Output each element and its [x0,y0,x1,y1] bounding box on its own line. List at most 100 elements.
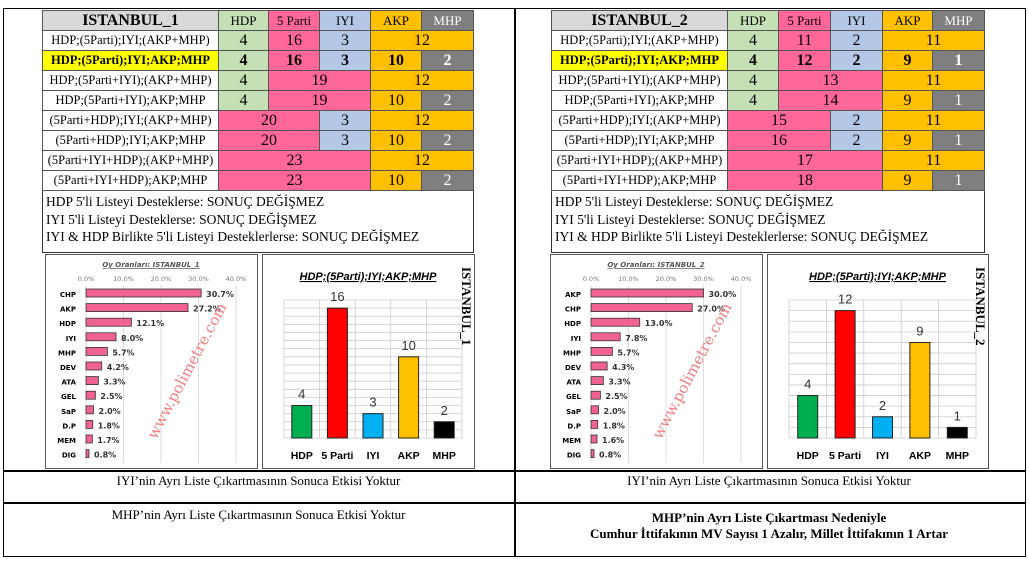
seat-count-cell: 23 [218,170,371,191]
column-header: MHP [932,10,985,31]
category-label: D.P [567,422,581,430]
category-label: AKP [565,291,581,299]
category-label: HDP [59,320,76,328]
tick-label: 30.0% [693,275,714,283]
scenario-label: (5Parti+HDP);IYI;(AKP+MHP) [551,110,728,131]
seat-count-cell: 1 [932,170,985,191]
bar [590,303,693,312]
seat-count-cell: 10 [370,90,422,111]
category-label: DEV [565,364,582,372]
column-header: HDP [727,10,779,31]
seat-count-cell: 2 [421,50,474,71]
seat-count-cell: 12 [778,50,831,71]
chart-title: Oy Oranları: ISTANBUL_1 [102,261,199,269]
data-label: 2 [441,403,448,418]
bar [85,303,189,312]
left-footer1-cell [3,470,516,504]
seat-count-cell: 10 [370,50,422,71]
bar [590,449,595,459]
table-row: HDP;(5Parti+IYI);AKP;MHP 4 19 10 2 [42,90,474,111]
footer-iyi: IYI’nin Ayrı Liste Çıkartmasının Sonuca … [627,473,911,488]
data-label: 10 [401,338,415,353]
note-line: IYI & HDP Birlikte 5'li Listeyi Destekle… [555,229,929,244]
data-label: 1.8% [603,421,625,430]
table-row: (5Parti+IYI+HDP);(AKP+MHP) 23 12 [42,150,474,171]
data-label: 4.3% [612,363,634,372]
data-label: 2.0% [99,407,121,416]
column-bar [834,310,856,439]
tick-label: 10.0% [113,275,134,283]
notes-box: HDP 5'li Listeyi Desteklerse: SONUÇ DEĞİ… [551,191,985,253]
column-bar [291,405,313,439]
seat-count-cell: 1 [932,90,985,111]
category-label: DIG [567,452,581,460]
note-line: IYI 5'li Listeyi Desteklerse: SONUÇ DEĞİ… [555,211,826,227]
column-header: AKP [882,10,933,31]
category-label: MEM [57,437,76,445]
scenario-label: HDP;(5Parti);IYI;(AKP+MHP) [551,30,728,51]
seat-count-cell: 4 [727,70,779,91]
tick-label: 0.0% [583,275,600,283]
category-label: D.P [62,422,76,430]
scenario-label: (5Parti+IYI+HDP);AKP;MHP [551,170,728,191]
column-header: IYI [319,10,371,31]
column-header: IYI [830,10,883,31]
seat-count-cell: 3 [319,130,371,151]
table-title: ISTANBUL_2 [551,10,728,31]
data-label: 27.0% [697,305,725,314]
scenario-label: (5Parti+HDP);IYI;(AKP+MHP) [42,110,219,131]
header-row: ISTANBUL_2 HDP 5 Parti IYI AKP MHP [551,10,985,31]
scenario-label: HDP;(5Parti+IYI);(AKP+MHP) [551,70,728,91]
seat-count-cell: 16 [727,130,831,151]
seat-count-cell: 2 [830,50,883,71]
chart-title: HDP;(5Parti);IYI;AKP;MHP [300,271,438,283]
table-row: HDP;(5Parti);IYI;(AKP+MHP) 4 16 3 12 [42,30,474,51]
side-label: ISTANBUL_1 [459,267,474,346]
seat-count-cell: 2 [830,130,883,151]
seat-count-cell: 10 [370,170,422,191]
seat-count-cell: 13 [778,70,883,91]
seat-count-cell: 4 [218,30,269,51]
seat-count-cell: 2 [421,130,474,151]
seat-count-cell: 9 [882,170,933,191]
seat-count-cell: 11 [882,70,985,91]
bar [85,361,103,371]
seat-count-cell: 4 [727,90,779,111]
data-label: 27.2% [193,305,221,314]
seat-count-cell: 17 [727,150,883,171]
tick-label: 40.0% [226,275,247,283]
data-label: 2 [879,398,886,413]
data-label: 3 [369,395,376,410]
note-line: HDP 5'li Listeyi Desteklerse: SONUÇ DEĞİ… [46,194,325,209]
category-label: ATA [566,379,581,387]
footer-iyi: IYI’nin Ayrı Liste Çıkartmasının Sonuca … [116,473,401,488]
data-label: 12.1% [136,319,164,328]
data-label: 3.3% [608,378,630,387]
table-row: (5Parti+HDP);IYI;(AKP+MHP) 20 3 12 [42,110,474,131]
category-label: HDP [797,450,819,462]
category-label: CHP [565,306,581,314]
seat-distribution-chart: HDP;(5Parti);IYI;AKP;MHP 4 HDP 16 5 Parti 3 IY… [262,254,475,469]
seat-count-cell: 2 [830,30,883,51]
category-label: IYI [66,335,76,343]
category-label: SaP [61,408,76,416]
data-label: 30.0% [709,290,737,299]
seat-count-cell: 4 [727,50,779,71]
footer-mhp: MHP’nin Ayrı Liste Çıkartmasının Sonuca … [3,507,514,523]
table-row: HDP;(5Parti+IYI);AKP;MHP 4 14 9 1 [551,90,985,111]
category-label: AKP [909,450,931,462]
seat-count-cell: 4 [218,50,269,71]
category-label: IYI [571,335,581,343]
seat-count-cell: 15 [727,110,831,131]
seat-count-cell: 11 [778,30,831,51]
bar [590,288,704,298]
bar [85,434,93,444]
table-row: (5Parti+HDP);IYI;(AKP+MHP) 15 2 11 [551,110,985,131]
table-row: HDP;(5Parti+IYI);(AKP+MHP) 4 19 12 [42,70,474,91]
scenario-label: HDP;(5Parti+IYI);AKP;MHP [551,90,728,111]
category-label: GEL [566,393,582,401]
scenario-label: (5Parti+IYI+HDP);AKP;MHP [42,170,219,191]
footer-mhp: MHP’nin Ayrı Liste Çıkartması Nedeniyle C… [514,510,1024,542]
bar [85,405,94,415]
right-cell [514,8,1026,472]
